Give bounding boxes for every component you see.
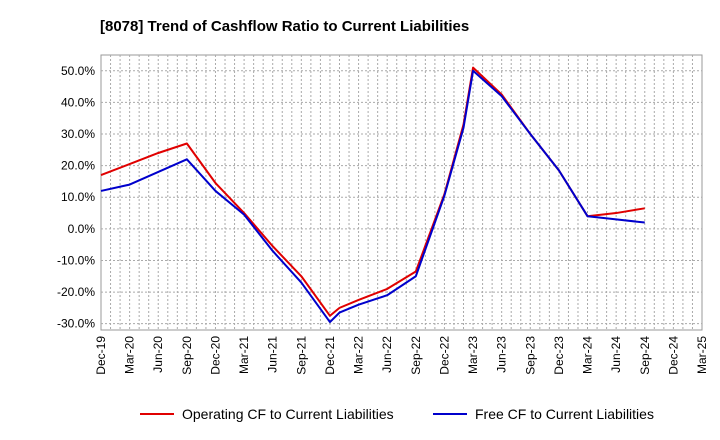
x-tick-label: Sep-22 [409,336,423,375]
x-tick-label: Sep-20 [180,336,194,375]
legend-item-2: Free CF to Current Liabilities [433,406,654,422]
x-tick-label: Sep-21 [294,336,308,375]
y-tick-label: -30.0% [57,317,95,331]
legend: Operating CF to Current Liabilities Free … [140,406,654,422]
x-tick-label: Mar-25 [695,336,709,374]
y-tick-label: 50.0% [61,64,95,78]
y-axis: 50.0% 40.0% 30.0% 20.0% 10.0% 0.0% -10.0% -20.0… [57,64,95,331]
y-tick-label: -20.0% [57,285,95,299]
x-tick-label: Sep-23 [523,336,537,375]
x-tick-label: Jun-20 [151,336,165,373]
x-tick-label: Jun-21 [266,336,280,373]
y-tick-label: 20.0% [61,159,95,173]
x-axis: Dec-19 Mar-20 Jun-20 Sep-20 Dec-20 Mar-21 Jun-… [94,336,709,375]
x-tick-label: Mar-24 [581,336,595,374]
x-tick-label: Mar-20 [123,336,137,374]
plot-area [100,54,703,331]
x-tick-label: Dec-19 [94,336,108,375]
x-tick-label: Dec-24 [666,336,680,375]
y-tick-label: 10.0% [61,190,95,204]
y-tick-label: 0.0% [68,222,96,236]
x-tick-label: Jun-23 [495,336,509,373]
x-tick-label: Mar-21 [237,336,251,374]
x-tick-label: Sep-24 [638,336,652,375]
series-layer [100,66,645,324]
chart-title: [8078] Trend of Cashflow Ratio to Curren… [100,18,469,35]
legend-label: Operating CF to Current Liabilities [182,406,394,422]
x-tick-label: Dec-20 [208,336,222,375]
x-tick-label: Jun-22 [380,336,394,373]
x-tick-label: Mar-22 [352,336,366,374]
y-tick-label: 30.0% [61,127,95,141]
y-tick-label: -10.0% [57,253,95,267]
x-tick-label: Dec-22 [437,336,451,375]
x-tick-label: Jun-24 [609,336,623,373]
x-tick-label: Dec-21 [323,336,337,375]
x-tick-label: Dec-23 [552,336,566,375]
y-tick-label: 40.0% [61,95,95,109]
legend-item-1: Operating CF to Current Liabilities [140,406,394,422]
legend-label: Free CF to Current Liabilities [475,406,654,422]
series-line-2 [100,69,645,324]
x-tick-label: Mar-23 [466,336,480,374]
grid [101,55,702,330]
